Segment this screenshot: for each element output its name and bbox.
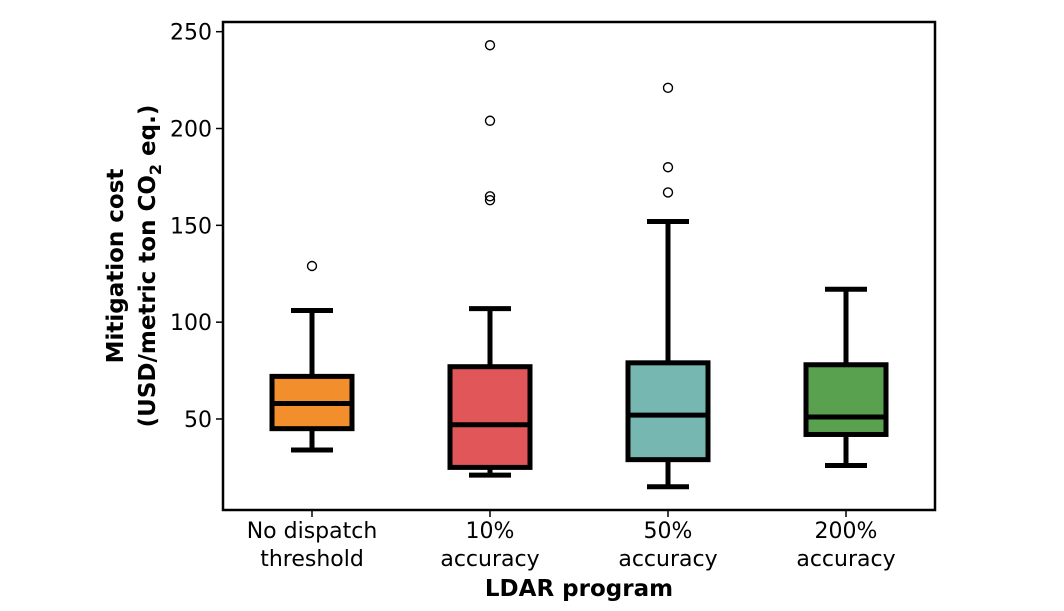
outlier-point bbox=[484, 40, 496, 51]
outlier-point bbox=[662, 162, 674, 173]
iqr-box bbox=[447, 364, 533, 470]
x-tick-label: 50% bbox=[644, 519, 693, 544]
iqr-box bbox=[625, 360, 711, 463]
x-tick-label: 10% bbox=[466, 519, 515, 544]
box-group-1 bbox=[269, 260, 355, 453]
box-group-4 bbox=[803, 286, 889, 468]
outlier-point bbox=[662, 187, 674, 198]
y-axis-title-line1: Mitigation cost bbox=[103, 169, 129, 364]
y-tick-label: 200 bbox=[170, 118, 212, 143]
y-axis-title-line2: (USD/metric ton CO2 eq.) bbox=[135, 105, 165, 428]
y-tick-label: 100 bbox=[170, 311, 212, 336]
iqr-box bbox=[803, 362, 889, 437]
plot-frame bbox=[221, 20, 937, 512]
outlier-point bbox=[662, 82, 674, 94]
y-axis-title-line2-prefix: (USD/metric ton CO bbox=[135, 175, 161, 427]
y-tick-label: 250 bbox=[170, 21, 212, 46]
y-axis-title-line2-suffix: eq.) bbox=[135, 105, 161, 164]
y-axis-title-subscript: 2 bbox=[146, 164, 165, 175]
outlier-point bbox=[306, 260, 318, 272]
x-tick-label: accuracy bbox=[796, 547, 895, 572]
x-axis-title: LDAR program bbox=[485, 576, 673, 602]
box-group-2 bbox=[447, 40, 533, 478]
x-tick-label: threshold bbox=[260, 547, 364, 572]
outlier-point bbox=[484, 115, 496, 126]
x-axis-ticks: No dispatch threshold 10% accuracy 50% accura… bbox=[247, 510, 896, 572]
x-tick-label: accuracy bbox=[618, 547, 717, 572]
outlier-point bbox=[484, 191, 496, 202]
x-tick-label: accuracy bbox=[440, 547, 539, 572]
y-axis-title: Mitigation cost (USD/metric ton CO2 eq.) bbox=[103, 105, 165, 428]
y-tick-label: 150 bbox=[170, 214, 212, 239]
y-axis-ticks: 50 100 150 200 250 bbox=[170, 21, 223, 433]
outlier-point bbox=[484, 194, 496, 206]
y-tick-label: 50 bbox=[184, 408, 212, 433]
x-tick-label: No dispatch bbox=[247, 519, 378, 544]
boxes-layer bbox=[269, 40, 889, 490]
box-group-3 bbox=[625, 82, 711, 490]
x-tick-label: 200% bbox=[815, 519, 878, 544]
